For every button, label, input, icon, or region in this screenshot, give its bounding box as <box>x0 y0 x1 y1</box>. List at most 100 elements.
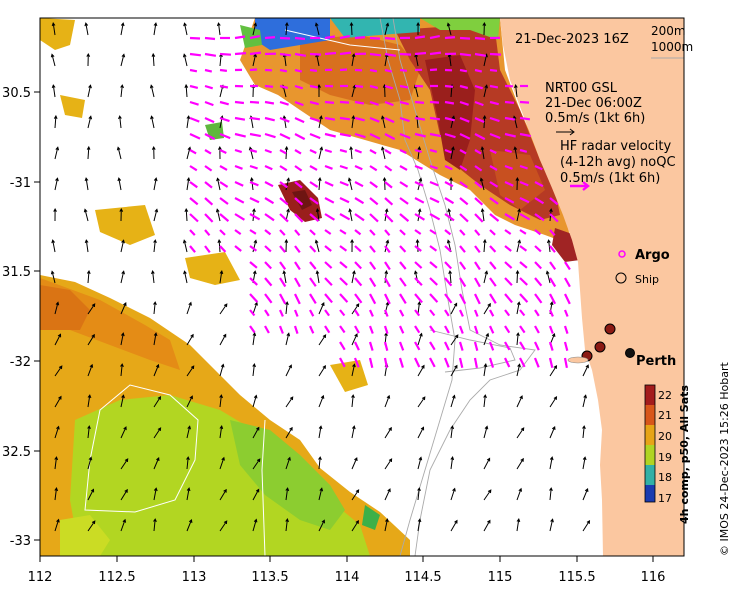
model-vector <box>219 333 227 346</box>
radar-vector <box>443 357 450 368</box>
radar-vector <box>189 165 198 172</box>
radar-vector <box>474 261 481 271</box>
radar-vector <box>249 164 258 170</box>
y-tick-label: 31.5 <box>2 265 31 280</box>
radar-vector <box>519 100 530 104</box>
radar-vector <box>324 261 333 269</box>
radar-vector <box>294 277 301 288</box>
model-vector <box>351 303 360 315</box>
model-vector <box>285 301 289 315</box>
radar-vector <box>489 52 502 56</box>
radar-vector <box>249 132 262 138</box>
sst-southwest-region <box>40 275 410 556</box>
radar-vector <box>399 100 409 106</box>
radar-vector <box>204 213 214 223</box>
radar-vector <box>489 293 497 304</box>
radar-vector <box>278 309 284 317</box>
model-vector <box>252 394 258 408</box>
model-vector <box>120 363 124 377</box>
radar-vector <box>339 148 348 153</box>
radar-vector <box>294 229 301 237</box>
model-vector <box>86 145 91 160</box>
radar-vector <box>489 149 497 154</box>
radar-vector <box>309 277 317 287</box>
radar-vector <box>399 52 412 56</box>
radar-vector <box>459 52 472 57</box>
model-vector <box>186 115 191 129</box>
radar-vector <box>264 100 275 105</box>
argo-label: Argo <box>635 248 670 263</box>
radar-vector <box>264 181 274 188</box>
model-vector <box>186 487 191 501</box>
radar-vector <box>399 309 405 317</box>
model-vector <box>153 332 158 346</box>
radar-vector <box>369 293 377 305</box>
model-vector <box>120 332 125 346</box>
radar-vector <box>249 293 259 303</box>
radar-vector <box>459 229 466 236</box>
model-vector <box>53 207 57 222</box>
model-vector <box>318 115 323 129</box>
model-vector <box>450 302 458 315</box>
colorbar-tick-20: 20 <box>658 430 672 443</box>
radar-vector <box>444 132 456 139</box>
radar-vector <box>204 84 214 90</box>
radar-vector <box>309 309 315 317</box>
x-tick-label: 113 <box>182 570 207 585</box>
radar-vector <box>384 261 391 271</box>
radar-vector <box>264 116 275 122</box>
radar-vector <box>548 325 554 334</box>
radar-vector <box>339 68 348 72</box>
radar-vector <box>488 357 495 368</box>
model-vector <box>582 487 589 501</box>
radar-vector <box>324 325 331 334</box>
radar-vector <box>279 213 289 223</box>
model-vector <box>153 427 162 439</box>
radar-vector <box>369 197 379 206</box>
radar-vector <box>189 68 198 73</box>
radar-vector <box>339 293 349 303</box>
model-vector <box>545 270 551 284</box>
model-vector <box>153 518 157 532</box>
model-vector <box>284 145 289 160</box>
radar-vector <box>429 213 441 221</box>
radar-vector <box>384 36 396 41</box>
model-vector <box>483 489 492 501</box>
model-vector <box>285 177 290 191</box>
radar-vector <box>549 229 556 236</box>
radar-vector <box>234 164 243 170</box>
model-vector <box>186 425 191 439</box>
model-vector <box>549 395 558 408</box>
radar-vector <box>384 84 394 90</box>
radar-vector <box>354 277 363 287</box>
model-vector <box>450 519 458 532</box>
radar-vector <box>444 309 450 317</box>
radar-vector <box>534 309 540 317</box>
model-vector <box>183 22 188 36</box>
model-vector <box>153 301 157 315</box>
model-vector <box>582 364 589 377</box>
radar-vector <box>249 277 258 286</box>
model-vector <box>219 520 228 532</box>
radar-vector <box>219 245 227 253</box>
radar-vector <box>519 357 526 368</box>
sst-yellow-patches <box>40 18 368 392</box>
model-vector <box>215 208 221 222</box>
contour-label-1000m: 1000m <box>651 40 693 54</box>
radar-vector <box>399 277 407 287</box>
model-vector <box>219 488 227 501</box>
model-vector <box>284 238 289 253</box>
radar-vector <box>414 213 425 221</box>
model-vector <box>483 302 491 315</box>
city-label-perth: Perth <box>636 354 676 369</box>
model-vector <box>351 457 358 470</box>
model-vector <box>87 488 95 501</box>
radar-vector <box>534 181 544 188</box>
radar-vector <box>429 51 442 56</box>
model-vector <box>252 363 256 377</box>
model-vector <box>515 269 520 284</box>
radar-vector <box>324 100 335 104</box>
credit-text: © IMOS 24-Dec-2023 15:26 Hobart <box>718 361 731 556</box>
model-vector <box>54 146 60 160</box>
radar-vector <box>354 341 360 351</box>
